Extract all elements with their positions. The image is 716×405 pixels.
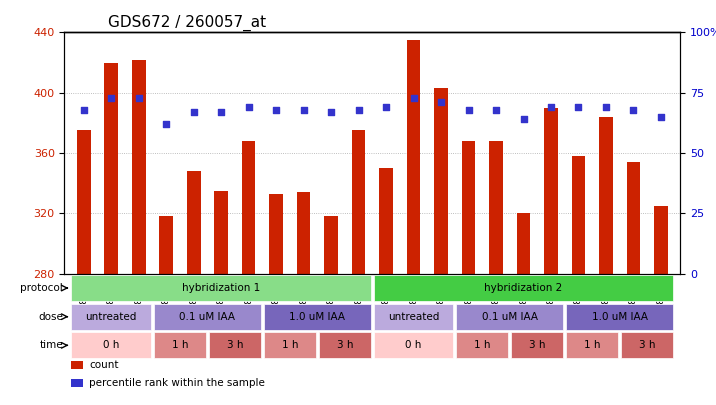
Bar bbox=[269, 194, 283, 274]
Point bbox=[188, 109, 199, 115]
Bar bbox=[544, 108, 558, 274]
Bar bbox=[352, 130, 365, 274]
FancyBboxPatch shape bbox=[511, 333, 563, 358]
Point bbox=[573, 104, 584, 111]
Text: count: count bbox=[89, 360, 119, 370]
Text: 3 h: 3 h bbox=[337, 340, 353, 350]
FancyBboxPatch shape bbox=[621, 333, 673, 358]
Point bbox=[325, 109, 337, 115]
FancyBboxPatch shape bbox=[374, 304, 453, 330]
Bar bbox=[71, 379, 83, 387]
Text: 1.0 uM IAA: 1.0 uM IAA bbox=[591, 312, 648, 322]
Bar bbox=[379, 168, 393, 274]
Bar bbox=[626, 162, 640, 274]
Bar bbox=[571, 156, 586, 274]
Text: 3 h: 3 h bbox=[529, 340, 546, 350]
Bar bbox=[434, 88, 448, 274]
Point bbox=[408, 94, 420, 101]
Point bbox=[160, 121, 172, 127]
Point bbox=[133, 94, 145, 101]
Bar bbox=[77, 130, 90, 274]
Text: 1 h: 1 h bbox=[474, 340, 490, 350]
Text: hybridization 2: hybridization 2 bbox=[485, 283, 563, 293]
FancyBboxPatch shape bbox=[209, 333, 261, 358]
FancyBboxPatch shape bbox=[374, 333, 453, 358]
Point bbox=[435, 99, 447, 106]
Bar bbox=[324, 216, 338, 274]
Text: GDS672 / 260057_at: GDS672 / 260057_at bbox=[107, 15, 266, 31]
Text: 0.1 uM IAA: 0.1 uM IAA bbox=[482, 312, 538, 322]
FancyBboxPatch shape bbox=[456, 333, 508, 358]
FancyBboxPatch shape bbox=[154, 304, 261, 330]
Text: protocol: protocol bbox=[20, 283, 63, 293]
Point bbox=[628, 107, 639, 113]
Text: 0 h: 0 h bbox=[405, 340, 422, 350]
Text: percentile rank within the sample: percentile rank within the sample bbox=[89, 378, 265, 388]
Bar bbox=[489, 141, 503, 274]
FancyBboxPatch shape bbox=[263, 333, 316, 358]
FancyBboxPatch shape bbox=[566, 333, 619, 358]
Point bbox=[78, 107, 90, 113]
Bar bbox=[407, 40, 420, 274]
FancyBboxPatch shape bbox=[456, 304, 563, 330]
FancyBboxPatch shape bbox=[319, 333, 371, 358]
Bar bbox=[242, 141, 256, 274]
Bar bbox=[599, 117, 613, 274]
Text: 1 h: 1 h bbox=[172, 340, 188, 350]
Text: 3 h: 3 h bbox=[639, 340, 655, 350]
FancyBboxPatch shape bbox=[72, 275, 371, 301]
Bar bbox=[214, 191, 228, 274]
FancyBboxPatch shape bbox=[263, 304, 371, 330]
Bar bbox=[159, 216, 173, 274]
Text: untreated: untreated bbox=[388, 312, 439, 322]
Text: 1.0 uM IAA: 1.0 uM IAA bbox=[289, 312, 345, 322]
FancyBboxPatch shape bbox=[72, 304, 151, 330]
Point bbox=[216, 109, 227, 115]
Text: hybridization 1: hybridization 1 bbox=[182, 283, 260, 293]
Text: 1 h: 1 h bbox=[281, 340, 298, 350]
Point bbox=[243, 104, 254, 111]
Bar bbox=[296, 192, 311, 274]
Point bbox=[518, 116, 529, 122]
Bar bbox=[517, 213, 531, 274]
Point bbox=[380, 104, 392, 111]
Bar bbox=[187, 171, 200, 274]
Point bbox=[546, 104, 557, 111]
FancyBboxPatch shape bbox=[566, 304, 673, 330]
Point bbox=[600, 104, 611, 111]
FancyBboxPatch shape bbox=[72, 333, 151, 358]
FancyBboxPatch shape bbox=[374, 275, 673, 301]
Text: 3 h: 3 h bbox=[227, 340, 243, 350]
Bar bbox=[105, 62, 118, 274]
Text: dose: dose bbox=[38, 312, 63, 322]
Point bbox=[353, 107, 364, 113]
Point bbox=[655, 114, 667, 120]
Point bbox=[105, 94, 117, 101]
Text: 1 h: 1 h bbox=[584, 340, 601, 350]
Text: untreated: untreated bbox=[85, 312, 137, 322]
Point bbox=[271, 107, 282, 113]
Point bbox=[490, 107, 502, 113]
Bar bbox=[462, 141, 475, 274]
Bar bbox=[654, 206, 668, 274]
FancyBboxPatch shape bbox=[154, 333, 206, 358]
Text: time: time bbox=[39, 340, 63, 350]
Point bbox=[298, 107, 309, 113]
Point bbox=[463, 107, 474, 113]
Bar bbox=[71, 361, 83, 369]
Text: 0 h: 0 h bbox=[103, 340, 120, 350]
Text: 0.1 uM IAA: 0.1 uM IAA bbox=[180, 312, 236, 322]
Bar bbox=[132, 60, 145, 274]
